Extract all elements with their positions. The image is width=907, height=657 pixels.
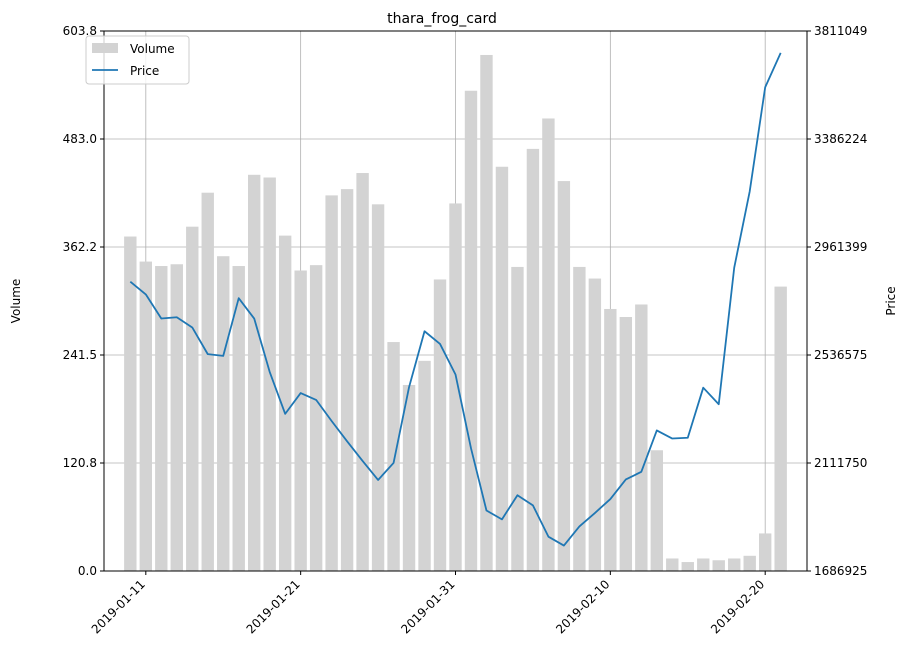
volume-bar: [464, 90, 478, 571]
volume-bar: [387, 342, 400, 571]
volume-bar: [573, 266, 586, 571]
volume-bar: [340, 189, 354, 571]
volume-bar: [248, 174, 261, 571]
legend-swatch-volume: [92, 43, 118, 53]
volume-bar: [433, 279, 447, 571]
y-left-tick-label: 483.0: [63, 132, 97, 146]
volume-bar: [774, 286, 787, 571]
volume-bar: [728, 558, 741, 571]
volume-bar: [170, 264, 183, 571]
volume-bars: [124, 54, 787, 572]
volume-bar: [201, 192, 214, 571]
volume-bar: [217, 256, 230, 571]
volume-bar: [294, 270, 307, 571]
volume-bar: [758, 533, 772, 571]
volume-bar: [356, 173, 369, 571]
price-line-layer: [129, 52, 782, 547]
y-right-tick-label: 2961399: [814, 240, 867, 254]
y-right-tick-label: 2536575: [814, 348, 867, 362]
chart-title: thara_frog_card: [387, 11, 497, 27]
y-left-tick-label: 241.5: [63, 348, 97, 362]
y-right-tick-label: 1686925: [814, 564, 867, 578]
volume-bar: [309, 265, 323, 571]
y-left-tick-label: 362.2: [63, 240, 97, 254]
volume-bar: [619, 317, 633, 571]
volume-bar: [635, 304, 648, 571]
volume-bar: [124, 236, 137, 572]
price-line: [129, 52, 782, 547]
volume-bar: [449, 203, 462, 571]
volume-bar: [743, 555, 756, 571]
volume-bar: [155, 266, 168, 571]
legend-label-volume: Volume: [130, 42, 175, 56]
y-right-tick-label: 3811049: [814, 24, 867, 38]
volume-bar: [232, 266, 245, 571]
volume-bar: [511, 266, 524, 571]
volume-bar: [650, 450, 663, 571]
volume-bar: [278, 235, 292, 571]
volume-bar: [371, 204, 385, 571]
volume-bar: [402, 384, 416, 571]
volume-bar: [588, 278, 602, 571]
volume-bar: [712, 560, 725, 571]
volume-bar: [139, 261, 153, 571]
volume-bar: [495, 166, 509, 571]
volume-bar: [681, 562, 694, 571]
volume-bar: [325, 195, 338, 571]
y-left-tick-label: 0.0: [78, 564, 97, 578]
y-right-tick-label: 3386224: [814, 132, 867, 146]
volume-bar: [186, 226, 199, 571]
volume-bar: [526, 148, 540, 571]
legend: Volume Price: [85, 35, 190, 85]
y-axis-left-label: Volume: [9, 279, 23, 324]
volume-bar: [557, 181, 571, 571]
y-left-tick-label: 603.8: [63, 24, 97, 38]
y-axis-right-label: Price: [884, 286, 898, 315]
volume-bar: [418, 360, 431, 571]
y-left-tick-label: 120.8: [63, 456, 97, 470]
volume-bar: [666, 558, 679, 571]
volume-bar: [697, 558, 710, 571]
y-right-tick-label: 2111750: [814, 456, 867, 470]
volume-bar: [604, 308, 617, 571]
legend-label-price: Price: [130, 64, 159, 78]
volume-bar: [480, 54, 493, 571]
volume-bar: [542, 118, 555, 571]
